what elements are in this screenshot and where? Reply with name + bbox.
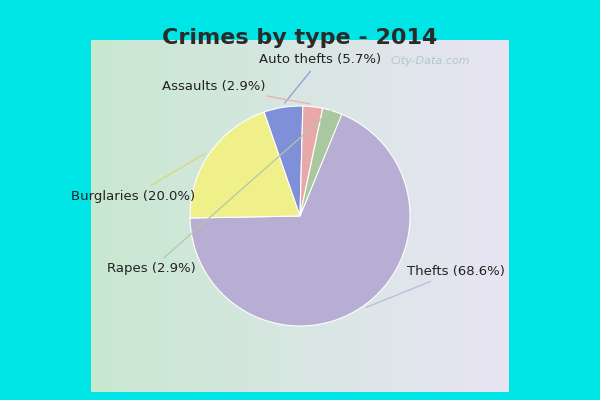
Text: Burglaries (20.0%): Burglaries (20.0%) xyxy=(71,153,206,203)
Text: Rapes (2.9%): Rapes (2.9%) xyxy=(107,111,331,275)
Wedge shape xyxy=(300,108,342,216)
Text: Thefts (68.6%): Thefts (68.6%) xyxy=(366,264,505,308)
Wedge shape xyxy=(190,112,300,218)
Wedge shape xyxy=(264,106,303,216)
Text: City-Data.com: City-Data.com xyxy=(391,56,470,66)
Text: Auto thefts (5.7%): Auto thefts (5.7%) xyxy=(259,53,381,103)
Wedge shape xyxy=(300,106,323,216)
Wedge shape xyxy=(190,114,410,326)
Text: Assaults (2.9%): Assaults (2.9%) xyxy=(163,80,310,104)
Text: Crimes by type - 2014: Crimes by type - 2014 xyxy=(163,28,437,48)
